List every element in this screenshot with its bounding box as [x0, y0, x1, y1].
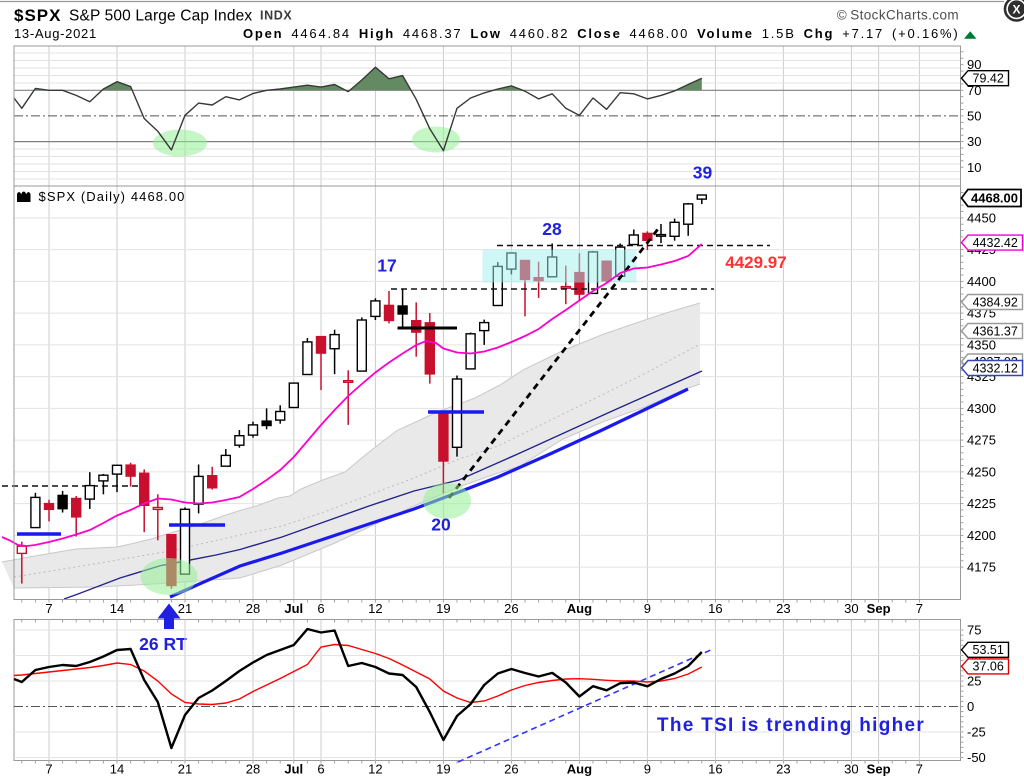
svg-text:19: 19: [436, 762, 450, 777]
svg-text:4300: 4300: [967, 401, 996, 416]
svg-text:79.42: 79.42: [973, 72, 1004, 86]
svg-text:14: 14: [110, 762, 124, 777]
svg-text:Sep: Sep: [867, 601, 891, 616]
svg-text:19: 19: [436, 601, 450, 616]
svg-text:S&P 500 Large Cap Index: S&P 500 Large Cap Index: [69, 8, 252, 25]
svg-text:26 RT: 26 RT: [139, 634, 187, 654]
svg-text:16: 16: [708, 601, 722, 616]
svg-text:75: 75: [967, 623, 981, 638]
svg-text:4225: 4225: [967, 496, 996, 511]
svg-text:$SPX (Daily) 4468.00: $SPX (Daily) 4468.00: [39, 189, 186, 204]
svg-text:4468.00: 4468.00: [971, 190, 1018, 205]
svg-text:0: 0: [967, 699, 974, 714]
svg-text:9: 9: [644, 601, 651, 616]
svg-text:X: X: [1012, 3, 1020, 17]
svg-text:30: 30: [844, 601, 858, 616]
svg-text:4350: 4350: [967, 337, 996, 352]
svg-text:-50: -50: [967, 750, 986, 765]
svg-text:6: 6: [317, 601, 324, 616]
svg-text:4275: 4275: [967, 433, 996, 448]
svg-text:9: 9: [644, 762, 651, 777]
svg-text:4332.12: 4332.12: [973, 361, 1018, 375]
svg-text:Jul: Jul: [284, 762, 303, 777]
svg-text:37.06: 37.06: [973, 660, 1004, 674]
svg-text:10: 10: [967, 160, 981, 175]
svg-text:12: 12: [368, 601, 382, 616]
svg-text:23: 23: [776, 601, 790, 616]
svg-text:4175: 4175: [967, 560, 996, 575]
svg-text:17: 17: [377, 256, 396, 276]
svg-text:Sep: Sep: [867, 762, 891, 777]
svg-text:7: 7: [916, 601, 923, 616]
svg-text:23: 23: [776, 762, 790, 777]
svg-text:53.51: 53.51: [973, 643, 1004, 657]
svg-text:70: 70: [967, 83, 981, 98]
svg-text:21: 21: [178, 762, 192, 777]
svg-text:28: 28: [246, 601, 260, 616]
svg-text:39: 39: [693, 163, 713, 183]
svg-text:12: 12: [368, 762, 382, 777]
svg-text:26: 26: [504, 762, 518, 777]
svg-text:4432.42: 4432.42: [973, 236, 1018, 250]
svg-text:4429.97: 4429.97: [725, 253, 786, 272]
svg-text:13-Aug-2021: 13-Aug-2021: [14, 26, 97, 41]
svg-text:$SPX: $SPX: [14, 6, 61, 25]
svg-text:30: 30: [844, 762, 858, 777]
svg-text:7: 7: [45, 601, 52, 616]
svg-text:© StockCharts.com: © StockCharts.com: [837, 8, 959, 23]
svg-text:50: 50: [967, 108, 981, 123]
svg-text:Aug: Aug: [567, 762, 592, 777]
svg-text:7: 7: [45, 762, 52, 777]
svg-text:4450: 4450: [967, 210, 996, 225]
svg-text:16: 16: [708, 762, 722, 777]
svg-text:The TSI is trending higher: The TSI is trending higher: [657, 715, 925, 736]
svg-text:Jul: Jul: [284, 601, 303, 616]
svg-text:Aug: Aug: [567, 601, 592, 616]
svg-text:4250: 4250: [967, 464, 996, 479]
svg-text:26: 26: [504, 601, 518, 616]
svg-text:-25: -25: [967, 725, 986, 740]
svg-text:INDX: INDX: [260, 9, 292, 23]
svg-text:28: 28: [246, 762, 260, 777]
svg-text:4200: 4200: [967, 528, 996, 543]
svg-text:20: 20: [431, 515, 451, 535]
svg-text:Open 4464.84 High 4468.37 Low: Open 4464.84 High 4468.37 Low 4460.82 Cl…: [243, 26, 960, 41]
svg-text:4400: 4400: [967, 274, 996, 289]
svg-text:28: 28: [542, 219, 562, 239]
svg-text:4384.92: 4384.92: [973, 295, 1018, 309]
svg-text:90: 90: [967, 57, 981, 72]
svg-text:6: 6: [317, 762, 324, 777]
svg-text:25: 25: [967, 674, 981, 689]
svg-text:30: 30: [967, 134, 981, 149]
svg-text:21: 21: [178, 601, 192, 616]
svg-text:14: 14: [110, 601, 124, 616]
svg-text:4361.37: 4361.37: [973, 324, 1018, 338]
svg-text:7: 7: [916, 762, 923, 777]
